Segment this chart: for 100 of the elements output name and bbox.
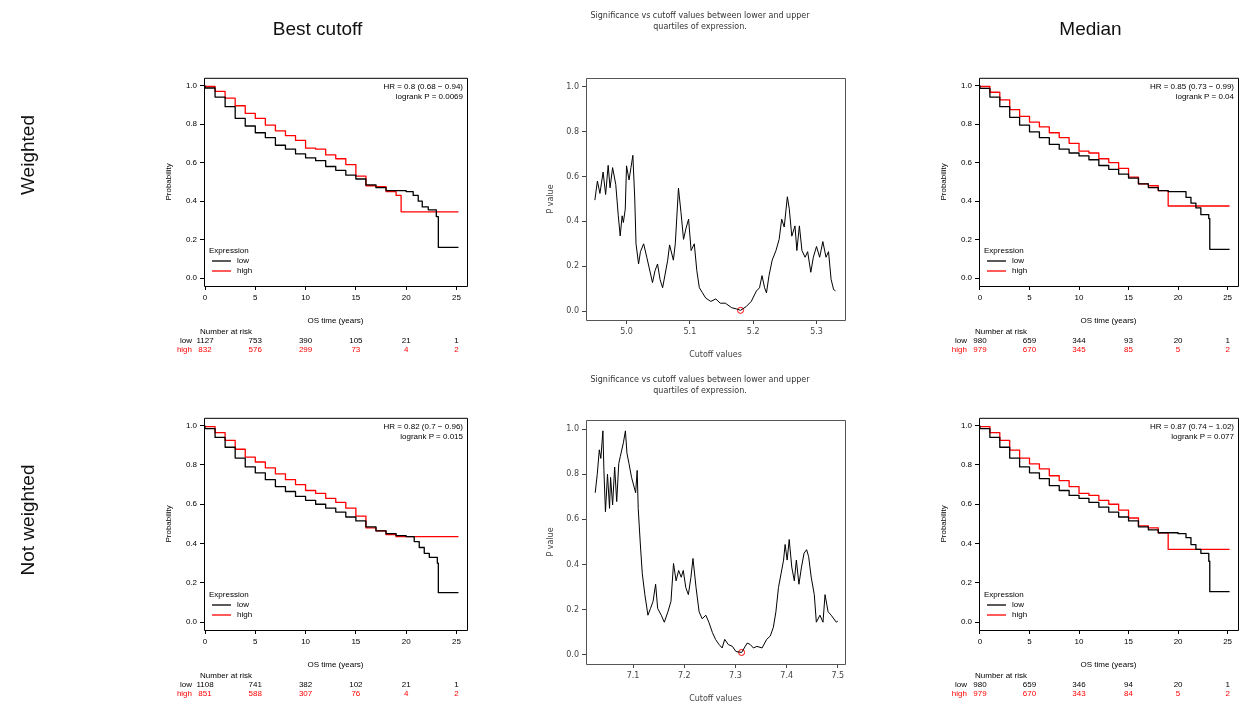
- x-tick-label: 5: [253, 293, 259, 302]
- x-tick-label: 20: [1173, 293, 1184, 302]
- text: 670: [1022, 689, 1037, 699]
- text: 307: [298, 689, 313, 699]
- text: 105: [349, 336, 364, 346]
- x-tick-label: 15: [1124, 293, 1134, 302]
- y-tick-label: 0.2: [566, 604, 579, 614]
- y-tick-label: 0.0: [185, 617, 198, 627]
- y-tick-label: 0.6: [566, 171, 579, 181]
- x-tick-label: 5: [1027, 293, 1033, 302]
- y-tick-label: 0.2: [185, 234, 198, 244]
- annotation: logrank P = 0.015: [400, 432, 464, 441]
- text: 85: [1124, 345, 1134, 355]
- text: 851: [198, 689, 213, 699]
- legend-label: high: [1012, 610, 1028, 620]
- text: 21: [401, 336, 412, 346]
- text: 93: [1124, 336, 1134, 346]
- y-tick-label: 0.0: [960, 273, 973, 283]
- y-tick-label: 0.8: [185, 119, 198, 129]
- text: 344: [1072, 336, 1087, 346]
- text: 73: [351, 345, 361, 355]
- text: 979: [973, 345, 988, 355]
- text: 1: [454, 336, 460, 346]
- y-tick-label: 0.2: [960, 234, 973, 244]
- chart-title: Median: [1058, 18, 1123, 40]
- text: high: [951, 689, 967, 699]
- x-axis-title: OS time (years): [307, 316, 364, 326]
- x-tick-label: 5: [1027, 637, 1033, 646]
- x-tick-label: 7.3: [729, 670, 742, 680]
- text: 576: [248, 345, 263, 355]
- x-tick-label: 10: [1074, 293, 1085, 302]
- y-tick-label: 0.0: [960, 617, 973, 627]
- text: 382: [298, 680, 313, 690]
- x-tick-label: 5.0: [620, 326, 633, 336]
- y-tick-label: 0.4: [960, 196, 973, 206]
- annotation: HR = 0.85 (0.73 − 0.99): [1149, 82, 1235, 91]
- text: 345: [1072, 345, 1087, 355]
- text: 670: [1022, 345, 1037, 355]
- y-tick-label: 0.4: [566, 216, 579, 226]
- text: 343: [1072, 689, 1087, 699]
- text: 832: [198, 345, 213, 355]
- x-tick-label: 25: [1223, 293, 1233, 302]
- text: high: [176, 689, 193, 699]
- y-tick-label: 0.0: [185, 273, 198, 283]
- text: 753: [248, 336, 263, 346]
- legend-title: Expression: [209, 246, 249, 256]
- legend-title: Expression: [209, 590, 249, 600]
- legend-label: low: [237, 600, 250, 610]
- x-tick-label: 25: [451, 637, 462, 646]
- y-tick-label: 0.2: [960, 578, 973, 588]
- text: 1127: [196, 336, 215, 346]
- x-tick-label: 7.1: [626, 670, 640, 680]
- y-tick-label: 0.0: [566, 650, 579, 660]
- x-tick-label: 15: [351, 637, 361, 646]
- y-tick-label: 0.4: [185, 196, 198, 206]
- x-axis-title: OS time (years): [1080, 316, 1137, 326]
- x-axis-title: OS time (years): [307, 660, 364, 670]
- y-tick-label: 1.0: [960, 80, 973, 90]
- text: high: [951, 345, 967, 355]
- x-tick-label: 5.2: [746, 326, 760, 336]
- x-tick-label: 7.4: [780, 670, 794, 680]
- y-tick-label: 0.4: [960, 538, 973, 548]
- chart-title: Best cutoff: [271, 18, 364, 40]
- text: low: [954, 336, 968, 346]
- text: 1: [454, 680, 460, 690]
- annotation: logrank P = 0.077: [1171, 432, 1235, 441]
- text: 390: [298, 336, 313, 346]
- text: 5: [1175, 345, 1181, 355]
- y-axis-title: P value: [545, 527, 555, 557]
- legend-label: low: [1012, 256, 1025, 266]
- y-tick-label: 1.0: [185, 80, 198, 90]
- x-axis-title: Cutoff values: [689, 350, 742, 360]
- annotation: logrank P = 0.04: [1175, 92, 1235, 101]
- x-axis-title: OS time (years): [1080, 660, 1137, 670]
- y-tick-label: 1.0: [185, 420, 198, 430]
- y-tick-label: 0.6: [960, 499, 973, 509]
- text: 2: [454, 345, 460, 355]
- y-tick-label: 0.2: [185, 578, 198, 588]
- y-tick-label: 1.0: [960, 420, 973, 430]
- text: 84: [1124, 689, 1134, 699]
- legend-label: high: [1012, 266, 1028, 276]
- x-tick-label: 10: [1074, 637, 1085, 646]
- text: 979: [973, 689, 988, 699]
- text: 588: [248, 689, 263, 699]
- x-tick-label: 0: [977, 293, 983, 302]
- text: Number at risk: [200, 327, 254, 337]
- y-axis-title: P value: [545, 184, 555, 214]
- y-tick-label: 0.4: [566, 559, 579, 569]
- y-axis-title: Probability: [164, 163, 173, 201]
- legend-label: high: [237, 610, 253, 620]
- x-tick-label: 25: [1223, 637, 1233, 646]
- y-tick-label: 0.6: [566, 514, 579, 524]
- x-tick-label: 5.1: [683, 326, 697, 336]
- x-tick-label: 10: [301, 293, 311, 302]
- x-axis-title: Cutoff values: [689, 694, 742, 704]
- text: 1: [1225, 336, 1231, 346]
- y-tick-label: 1.0: [566, 82, 579, 92]
- text: 4: [403, 689, 409, 699]
- text: 1108: [196, 680, 215, 690]
- text: 659: [1022, 336, 1037, 346]
